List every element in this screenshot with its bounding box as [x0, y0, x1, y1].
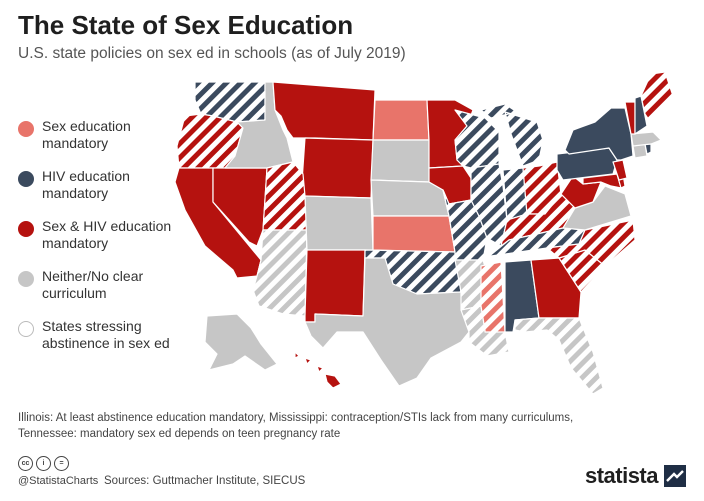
legend-item-hiv: HIV education mandatory — [18, 168, 188, 201]
footnote: Illinois: At least abstinence education … — [18, 410, 688, 442]
legend-swatch-sex-hiv — [18, 221, 34, 237]
statista-handle[interactable]: @StatistaCharts — [18, 475, 99, 487]
state-nd — [372, 99, 430, 141]
legend-swatch-sex-ed — [18, 121, 34, 137]
state-ut — [262, 161, 308, 231]
state-nj — [612, 159, 628, 181]
state-fl — [514, 317, 604, 395]
legend-label-sex-ed: Sex education mandatory — [42, 118, 131, 151]
state-wi — [454, 109, 500, 169]
state-ks — [372, 215, 456, 253]
license-icons: cc i = — [18, 456, 72, 471]
cc-icon[interactable]: cc — [18, 456, 33, 471]
by-icon[interactable]: i — [36, 456, 51, 471]
statista-logo[interactable]: statista — [585, 463, 686, 489]
state-mo — [442, 189, 488, 261]
legend-item-neither: Neither/No clear curriculum — [18, 268, 188, 301]
legend-label-hiv: HIV education mandatory — [42, 168, 130, 201]
legend-item-sex-ed: Sex education mandatory — [18, 118, 188, 151]
footnote-line-2: Tennessee: mandatory sex ed depends on t… — [18, 428, 341, 440]
state-ma — [630, 131, 662, 147]
chart-title: The State of Sex Education — [18, 10, 354, 40]
legend-item-sex-hiv: Sex & HIV education mandatory — [18, 218, 188, 251]
legend-label-abstinence: States stressing abstinence in sex ed — [42, 318, 170, 351]
footnote-line-1: Illinois: At least abstinence education … — [18, 412, 574, 424]
state-mi — [480, 103, 544, 167]
state-co — [304, 195, 374, 251]
map-legend: Sex education mandatory HIV education mand… — [18, 118, 188, 368]
legend-label-neither: Neither/No clear curriculum — [42, 268, 144, 301]
legend-swatch-abstinence — [18, 321, 34, 337]
state-il — [470, 163, 508, 247]
state-wy — [300, 137, 374, 199]
state-nh — [634, 95, 648, 135]
state-tx — [304, 257, 470, 387]
legend-swatch-neither — [18, 271, 34, 287]
equals-icon[interactable]: = — [54, 456, 69, 471]
state-nm — [304, 249, 366, 323]
legend-swatch-hiv — [18, 171, 34, 187]
state-az — [252, 229, 308, 317]
state-sd — [370, 139, 430, 183]
state-ak — [204, 313, 278, 371]
statista-mark-icon — [664, 465, 686, 487]
sources-text: Sources: Guttmacher Institute, SIECUS — [104, 475, 306, 487]
brand-name: statista — [584, 463, 659, 488]
footer: cc i = @StatistaCharts Sources: Guttmach… — [18, 456, 686, 492]
us-map — [174, 71, 674, 395]
chart-subtitle: U.S. state policies on sex ed in schools… — [18, 45, 406, 62]
state-mt — [272, 81, 376, 141]
state-id — [224, 81, 294, 169]
legend-label-sex-hiv: Sex & HIV education mandatory — [42, 218, 172, 251]
state-va — [562, 185, 632, 231]
state-hi — [294, 351, 342, 389]
state-ny — [564, 107, 634, 161]
state-me — [640, 71, 674, 121]
state-nc — [546, 219, 636, 267]
legend-item-abstinence: States stressing abstinence in sex ed — [18, 318, 188, 351]
state-ms — [480, 261, 506, 333]
